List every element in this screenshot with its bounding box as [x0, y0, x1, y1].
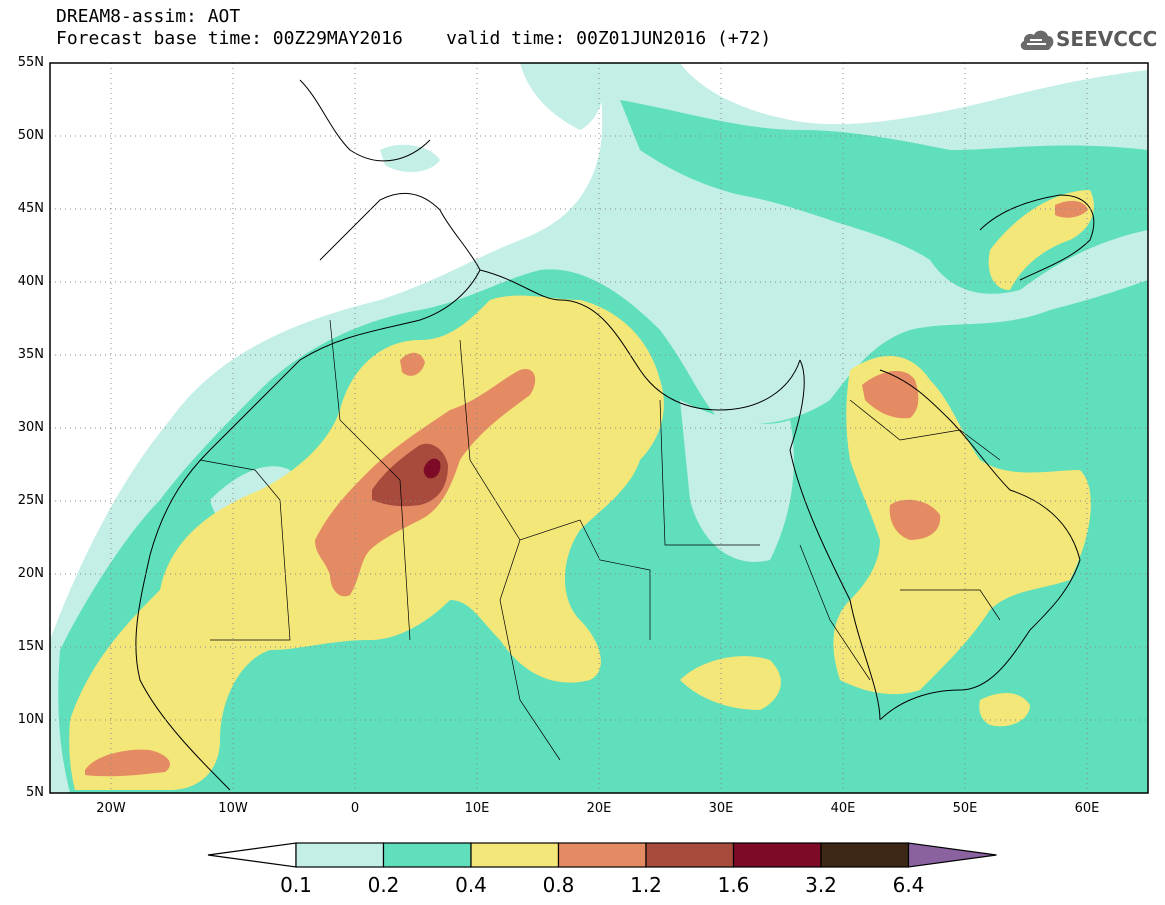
- aot-band-0-2-italy: [700, 200, 810, 300]
- lon-tick-label: 60E: [1074, 801, 1100, 816]
- lat-tick-label: 50N: [17, 128, 44, 143]
- aot-band-0-4-horn: [979, 693, 1030, 727]
- colorbar-segment: [470, 842, 560, 868]
- lon-tick-label: 10W: [218, 801, 248, 816]
- lon-tick-label: 20W: [96, 801, 126, 816]
- map-grid: [50, 63, 1148, 793]
- aot-band-0-8-atlas: [400, 352, 425, 376]
- aot-band-0-8-iraq: [862, 370, 919, 419]
- coastlines: [135, 79, 1095, 791]
- lon-tick-label: 40E: [830, 801, 856, 816]
- aot-band-0-1-scand: [520, 63, 604, 130]
- colorbar-label: 6.4: [892, 873, 925, 897]
- colorbar-label: 0.4: [455, 873, 487, 897]
- lat-tick-label: 25N: [17, 493, 44, 508]
- colorbar-segment: [382, 842, 472, 868]
- lat-tick-label: 35N: [17, 347, 44, 362]
- aot-band-0-4-arabia: [833, 356, 1091, 695]
- lat-tick-label: 10N: [17, 712, 44, 727]
- colorbar-low-triangle: [207, 842, 297, 868]
- aot-band-0-2-nile-clear: [680, 400, 794, 562]
- aot-band-1-2: [372, 443, 448, 507]
- colorbar-label: 0.1: [280, 873, 312, 897]
- colorbar-label: 0.2: [367, 873, 400, 897]
- colorbar-high-triangle: [907, 842, 997, 868]
- aot-band-0-8-caspian: [1055, 200, 1088, 218]
- lat-tick-label: 30N: [17, 420, 44, 435]
- aot-band-0-8-guinea: [85, 749, 170, 777]
- lon-tick-label: 30E: [708, 801, 734, 816]
- colorbar-segment: [295, 842, 385, 868]
- colorbar-label: 0.8: [542, 873, 575, 897]
- colorbar-segment: [820, 842, 910, 868]
- lat-tick-label: 55N: [17, 55, 44, 70]
- lat-tick-label: 40N: [17, 274, 44, 289]
- seevccc-logo: SEEVCCC: [1018, 26, 1158, 56]
- lon-tick-label: 10E: [464, 801, 490, 816]
- lat-tick-label: 45N: [17, 201, 44, 216]
- lon-tick-label: 50E: [952, 801, 978, 816]
- aot-band-0-4-ethiopia: [680, 656, 781, 710]
- lon-tick-label: 0: [350, 801, 360, 816]
- colorbar-segment: [557, 842, 647, 868]
- country-borders: [199, 319, 1001, 761]
- aot-band-0-8-arabia: [889, 499, 941, 540]
- colorbar-label: 1.2: [630, 873, 662, 897]
- cloud-icon: [1020, 30, 1054, 50]
- colorbar-segment: [732, 842, 822, 868]
- lat-tick-label: 20N: [17, 566, 44, 581]
- lat-tick-label: 5N: [26, 785, 44, 800]
- aot-band-0-1-europe: [380, 144, 440, 172]
- map-frame: [49, 62, 1149, 794]
- title-line-2: Forecast base time: 00Z29MAY2016 valid t…: [56, 28, 772, 49]
- colorbar-segment: [645, 842, 735, 868]
- colorbar-label: 3.2: [805, 873, 837, 897]
- logo-text: SEEVCCC: [1056, 27, 1158, 51]
- lon-tick-label: 20E: [586, 801, 612, 816]
- lat-tick-label: 15N: [17, 639, 44, 654]
- aot-band-1-6: [423, 458, 441, 479]
- colorbar-label: 1.6: [717, 873, 750, 897]
- title-line-1: DREAM8-assim: AOT: [56, 6, 241, 27]
